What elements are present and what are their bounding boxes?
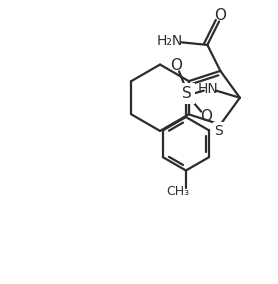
Text: S: S [182, 86, 192, 101]
Text: O: O [200, 109, 212, 124]
Text: O: O [214, 9, 227, 24]
Text: CH₃: CH₃ [166, 185, 189, 198]
Text: O: O [170, 58, 182, 73]
Text: HN: HN [198, 82, 219, 96]
Text: H₂N: H₂N [157, 34, 183, 48]
Text: S: S [215, 124, 223, 138]
